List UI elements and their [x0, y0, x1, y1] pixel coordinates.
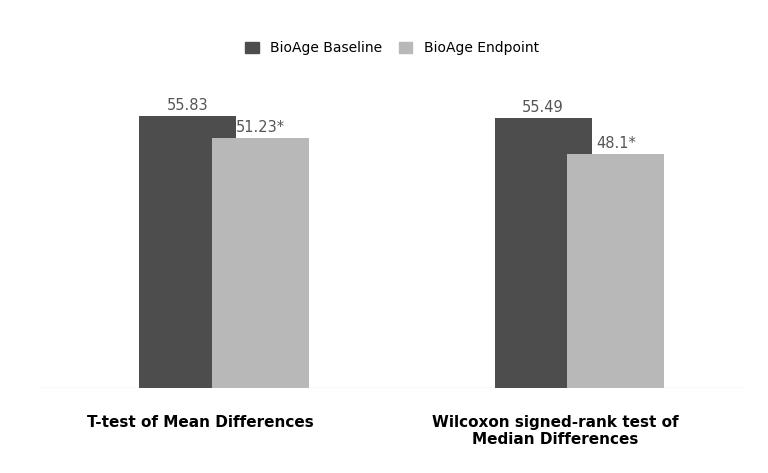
Legend: BioAge Baseline, BioAge Endpoint: BioAge Baseline, BioAge Endpoint — [240, 37, 543, 60]
Bar — [568, 154, 664, 388]
Text: 55.49: 55.49 — [522, 100, 564, 115]
Text: T-test of Mean Differences: T-test of Mean Differences — [87, 415, 313, 429]
Bar — [139, 116, 237, 388]
Text: 51.23*: 51.23* — [236, 121, 285, 135]
Text: 48.1*: 48.1* — [596, 136, 636, 151]
Text: 55.83: 55.83 — [167, 98, 209, 113]
Text: Wilcoxon signed-rank test of
Median Differences: Wilcoxon signed-rank test of Median Diff… — [432, 415, 678, 447]
Bar — [495, 118, 591, 388]
Bar — [212, 139, 309, 388]
